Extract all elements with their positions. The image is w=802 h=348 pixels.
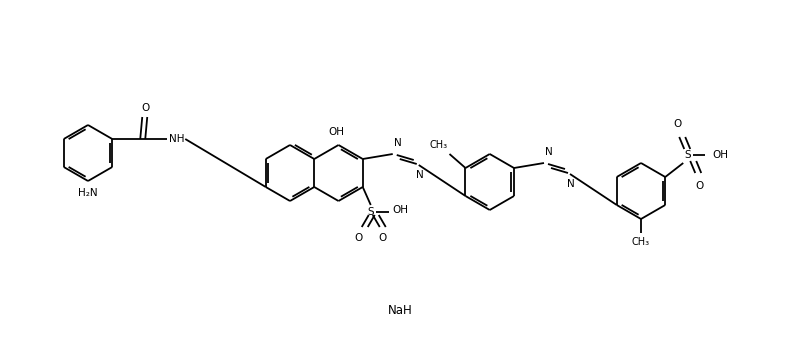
Text: O: O	[695, 181, 703, 191]
Text: NH: NH	[169, 134, 184, 144]
Text: CH₃: CH₃	[631, 237, 650, 247]
Text: N: N	[566, 179, 574, 189]
Text: OH: OH	[392, 205, 408, 215]
Text: OH: OH	[711, 150, 727, 160]
Text: N: N	[415, 170, 423, 180]
Text: O: O	[672, 119, 681, 129]
Text: N: N	[545, 147, 552, 157]
Text: N: N	[393, 138, 401, 148]
Text: S: S	[367, 207, 374, 217]
Text: OH: OH	[328, 127, 344, 137]
Text: NaH: NaH	[387, 303, 412, 316]
Text: O: O	[379, 233, 387, 243]
Text: CH₃: CH₃	[429, 140, 447, 150]
Text: O: O	[354, 233, 363, 243]
Text: O: O	[141, 103, 149, 113]
Text: H₂N: H₂N	[78, 188, 98, 198]
Text: S: S	[683, 150, 690, 160]
